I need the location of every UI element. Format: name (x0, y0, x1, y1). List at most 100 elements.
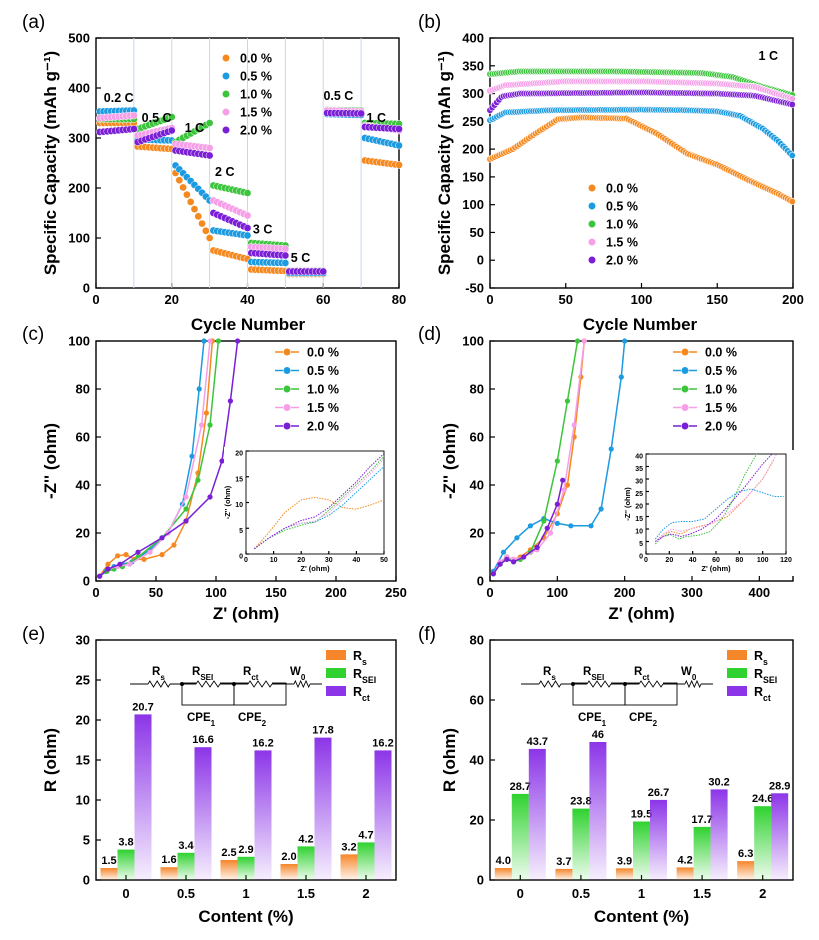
data-point (788, 100, 796, 109)
bar (710, 789, 728, 880)
y-tick-label: 10 (76, 793, 90, 808)
data-point (189, 453, 195, 459)
y-tick-label: 10 (235, 502, 243, 509)
data-point (544, 525, 550, 531)
bar (254, 750, 272, 880)
legend-label: 1.5 % (606, 236, 638, 250)
equivalent-circuit: Rs RSEI Rct W0 CPE1 CPE2 (130, 666, 322, 728)
bar (589, 742, 607, 880)
y-tick-label: 200 (68, 181, 90, 196)
inset-x-title: Z' (ohm) (300, 564, 330, 573)
bar (633, 821, 650, 880)
data-point (115, 553, 121, 559)
data-point (395, 125, 403, 133)
circuit-label-w0: W0 (290, 666, 306, 682)
legend-label: 0.5 % (240, 70, 272, 84)
y-tick-label: 20 (76, 713, 90, 728)
inset-series-line (654, 453, 778, 542)
y-tick-label: 40 (76, 478, 90, 493)
y-tick-label: 400 (68, 81, 90, 96)
x-tick-label: 150 (706, 292, 728, 307)
x-tick-label: 0.5 (177, 886, 195, 901)
data-point (622, 338, 628, 344)
legend-marker (680, 347, 690, 357)
data-point (130, 125, 138, 133)
bar (754, 806, 772, 880)
y-tick-label: 350 (462, 58, 484, 73)
data-point (564, 482, 571, 488)
bar (237, 856, 255, 880)
data-point (788, 197, 796, 206)
legend-swatch (727, 686, 747, 696)
data-point (205, 151, 214, 160)
data-point (205, 144, 214, 152)
panel-label: (c) (22, 324, 44, 345)
x-tick-label: 200 (614, 585, 636, 600)
data-point (497, 561, 503, 567)
bar (511, 793, 529, 880)
data-point (319, 267, 328, 276)
circuit-node (180, 682, 184, 686)
bar (357, 842, 375, 880)
legend-label: RSEI (754, 667, 777, 685)
legend-label: 2.0 % (307, 420, 339, 434)
y-tick-label: 500 (68, 31, 90, 46)
legend-swatch (727, 668, 747, 678)
legend-marker (282, 384, 292, 394)
data-point (196, 386, 202, 392)
x-tick-label: 20 (165, 292, 179, 307)
data-point (207, 494, 213, 500)
y-tick-label: 0 (83, 873, 90, 888)
bar-value-label: 4.7 (358, 829, 373, 841)
y-tick-label: 100 (462, 197, 484, 212)
legend-marker (282, 366, 292, 375)
data-point (194, 212, 203, 221)
data-point (127, 561, 133, 567)
bar (177, 852, 195, 880)
series-line (492, 340, 579, 575)
legend-label: 2.0 % (705, 420, 737, 434)
data-point (195, 477, 201, 483)
legend-marker (282, 421, 292, 431)
inset-series-line (654, 488, 784, 540)
x-tick-label: 1.5 (297, 886, 315, 901)
inset-plot: 0 20 40 60 80 100 120 0 5 10 15 20 25 30 35 40 Z' (ohm) -… (623, 450, 794, 576)
y-tick-label: 300 (462, 86, 484, 101)
bar (194, 747, 212, 880)
x-tick-label: 200 (782, 292, 804, 307)
x-tick-label: 2 (362, 886, 369, 901)
plot-frame (489, 37, 794, 289)
bar (100, 868, 118, 880)
x-axis-title: Z' (ohm) (213, 604, 279, 623)
bar-value-label: 16.2 (252, 737, 273, 749)
data-point (560, 477, 566, 483)
legend-label: 0.0 % (240, 52, 272, 66)
y-tick-label: 30 (635, 479, 643, 486)
x-tick-label: 50 (149, 585, 163, 600)
legend-label: 1.5 % (307, 401, 339, 415)
x-tick-label: 150 (265, 585, 287, 600)
y-tick-label: 15 (235, 476, 243, 483)
y-tick-label: 0 (477, 253, 484, 268)
x-tick-label: 20 (665, 557, 673, 564)
y-tick-label: 300 (68, 131, 90, 146)
circuit-label-cpe2: CPE2 (238, 712, 267, 728)
x-tick-label: 200 (325, 585, 347, 600)
y-tick-label: 20 (470, 813, 484, 828)
resistor (147, 680, 171, 688)
data-point (554, 458, 560, 464)
bar (771, 793, 789, 880)
y-tick-label: 40 (635, 454, 643, 461)
data-point (521, 554, 527, 560)
data-point (167, 113, 176, 121)
y-tick-label: 0 (477, 574, 484, 589)
x-axis-title: Content (%) (198, 907, 293, 926)
data-point (281, 245, 290, 253)
bar-value-label: 17.7 (691, 814, 712, 826)
data-point (203, 410, 209, 416)
data-point (571, 422, 577, 428)
resistor (638, 680, 664, 688)
circuit-node (623, 682, 627, 686)
circuit-label-cpe1: CPE1 (187, 712, 216, 728)
bar-value-label: 3.2 (341, 841, 356, 853)
